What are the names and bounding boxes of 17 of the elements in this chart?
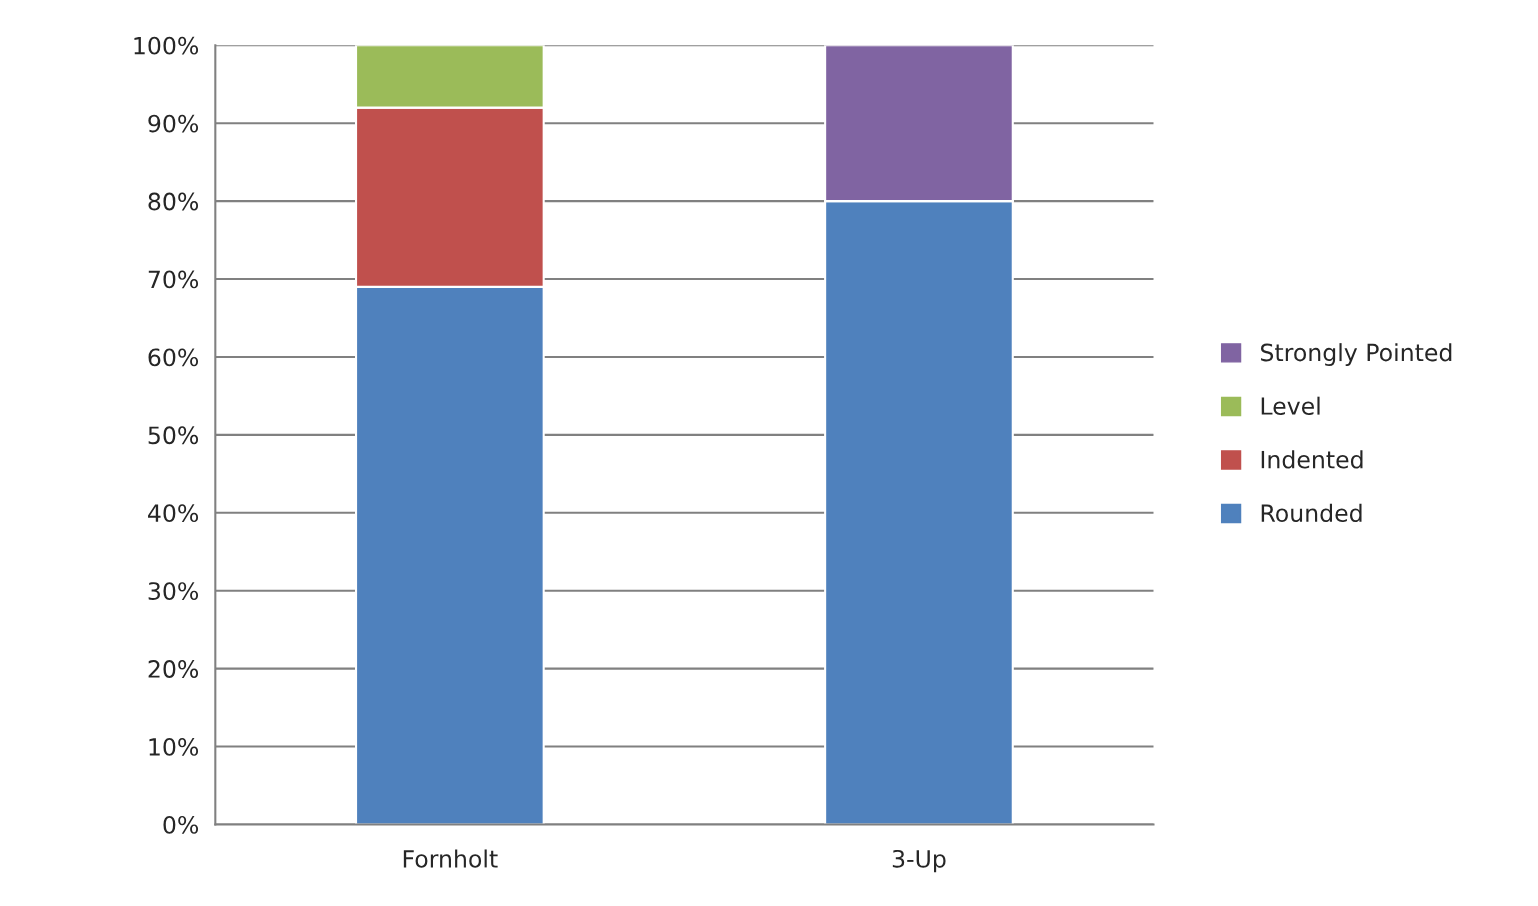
y-tick-label: 10% (149, 737, 199, 756)
y-tick-label: 30% (148, 582, 199, 601)
y-tick-label: 0% (163, 815, 199, 834)
y-tick-label: 70% (148, 270, 199, 289)
x-tick-label: 3-Up (892, 849, 946, 873)
y-tick-label: 100% (134, 36, 199, 55)
y-tick-label: 50% (148, 426, 199, 445)
legend-label: Rounded (1261, 503, 1362, 523)
y-tick-label: 60% (148, 348, 199, 367)
y-tick-label: 20% (148, 660, 199, 678)
y-tick-label: 40% (148, 504, 199, 523)
y-tick-label: 90% (148, 114, 199, 133)
legend-label: Indented (1261, 450, 1363, 469)
x-tick-label: Fornholt (403, 849, 498, 868)
legend-label: Level (1261, 396, 1320, 415)
legend-label: Strongly Pointed (1260, 343, 1452, 366)
y-tick-label: 80% (148, 192, 199, 211)
